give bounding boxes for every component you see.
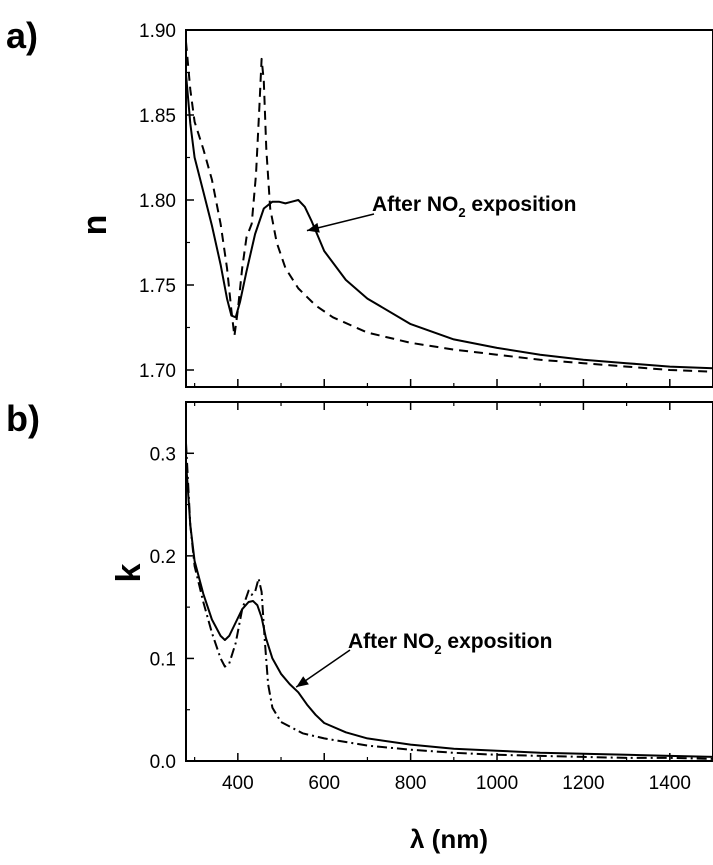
y-tick-label: 0.3 <box>150 444 176 465</box>
panel-b-ticks: 0.0 0.1 0.2 0.3 400 600 800 1000 1200 1400 <box>150 402 691 794</box>
y-tick-label: 1.80 <box>139 191 176 212</box>
series-line-solid <box>185 74 713 370</box>
annotation-arrow-head <box>307 222 320 233</box>
y-tick-label: 1.70 <box>139 361 176 382</box>
panel-a-ticks: 1.70 1.75 1.80 1.85 1.90 <box>139 21 671 387</box>
x-tick-label: 1000 <box>476 773 518 794</box>
panel-a-frame <box>185 29 713 388</box>
y-tick-label: 1.85 <box>139 106 176 127</box>
panel-b-lines <box>185 442 713 760</box>
series-line-solid <box>185 461 713 758</box>
series-line-dashed <box>185 41 713 373</box>
panel-b: 0.0 0.1 0.2 0.3 400 600 800 1000 1200 1400 k λ (n… <box>110 401 713 854</box>
panel-a-annotation-arrow <box>306 213 375 233</box>
x-axis-label: λ (nm) <box>410 824 488 854</box>
y-tick-label: 0.0 <box>150 752 176 773</box>
panel-a-lines <box>185 41 713 373</box>
y-tick-label: 0.1 <box>150 649 176 670</box>
x-tick-label: 1400 <box>649 773 691 794</box>
x-tick-label: 800 <box>395 773 427 794</box>
panel-b-frame <box>185 401 713 762</box>
series-line-dashdot <box>185 442 713 760</box>
panel-b-annotation-arrow <box>295 649 351 688</box>
panel-b-label: b) <box>6 398 40 439</box>
panel-a-label: a) <box>6 15 38 56</box>
x-tick-label: 600 <box>308 773 340 794</box>
panel-a-annotation: After NO2 exposition <box>372 193 576 220</box>
panel-a-ylabel: n <box>76 215 114 236</box>
x-tick-label: 400 <box>222 773 254 794</box>
y-tick-label: 0.2 <box>150 547 176 568</box>
panel-a: 1.70 1.75 1.80 1.85 1.90 n After NO2 exposit… <box>76 21 713 388</box>
panel-b-annotation: After NO2 exposition <box>348 630 552 657</box>
panel-b-ylabel: k <box>110 563 148 582</box>
x-tick-label: 1200 <box>562 773 604 794</box>
y-tick-label: 1.75 <box>139 276 176 297</box>
y-tick-label: 1.90 <box>139 21 176 42</box>
annotation-arrow-head <box>296 676 309 688</box>
